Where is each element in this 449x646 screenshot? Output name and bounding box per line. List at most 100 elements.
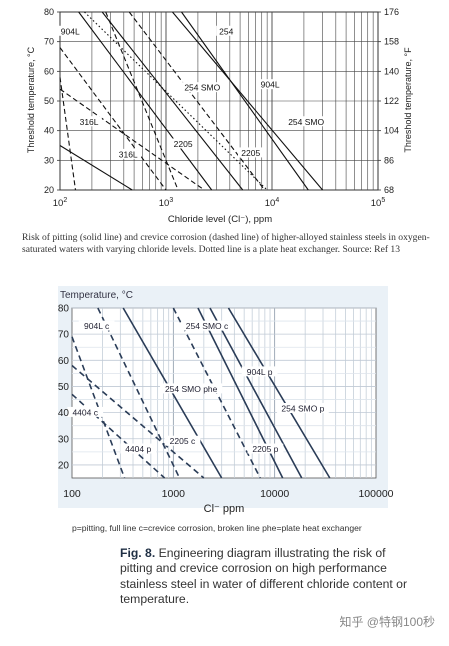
chart1-line-label-bg [57,25,84,36]
chart1-y-tick-label: 70 [44,37,54,47]
chart2-x-tick-label: 10000 [260,488,289,500]
chart2-line-label-bg [120,443,157,454]
chart2-y-ticks: 20 30 40 50 60 70 80 [58,304,70,472]
chart1-series-line [128,11,265,191]
chart1-x-tick-label: 103 [159,197,174,209]
chart1-series-line [59,145,133,191]
chart2-line-label: 904L c [84,321,110,331]
chart2-line-label-bg [164,435,201,446]
chart2-x-ticks: 100 1000 10000 100000 [63,488,393,500]
chart1-series-line [59,77,77,191]
chart2-line-label: 904L p [247,367,273,377]
chart1-series-line [101,11,244,191]
chart1-line-label-bg [170,138,196,149]
chart1-x-axis-label: Chloride level (Cl⁻), ppm [168,214,272,225]
chart1-y-tick-label: 20 [44,185,54,195]
chart2-line-label: 254 SMO c [186,321,229,331]
watermark: 知乎 @特钢100秒 [339,615,435,629]
chart1-line-label: 904L [261,80,280,90]
chart2-y-tick-label: 30 [58,434,70,445]
chart1-line-label-bg [76,116,102,127]
chart1-series-line [181,11,309,191]
chart1-y2-tick-label: 86 [384,155,394,165]
chart1-line-label: 254 [219,26,233,36]
figure-label: Fig. 8. [120,546,156,560]
chart1-line-label-bg [181,82,224,93]
chart2-y-tick-label: 40 [58,408,70,419]
chart2-line-labels: 904L c 254 SMO c 904L p 254 SMO phe 4404 c 25… [67,320,329,454]
chart2-line-label-bg [160,383,223,394]
chart2-x-tick-label: 100000 [358,488,393,500]
chart1-line-label-bg [257,79,283,90]
chart2-line-label: 4404 c [72,407,98,417]
chart2-line-label-bg [181,320,233,331]
chart2-y-tick-label: 50 [58,382,70,393]
chart1-y-ticks: 20 30 40 50 60 70 80 [44,7,60,195]
chart1-y2-tick-label: 158 [384,37,399,47]
chart1-y2-axis-label: Threshold temperature, °F [403,47,413,153]
chart1-y-tick-label: 80 [44,7,54,17]
figure-caption-text: Engineering diagram illustrating the ris… [120,546,408,607]
chart2-x-tick-label: 100 [63,488,81,500]
chart2-series-line [97,307,181,479]
chart2-y-tick-label: 20 [58,460,70,471]
chart1-line-label-bg [285,116,328,127]
chart-1: 904L 254 254 SMO 904L 254 SMO 316L 2205 316L 220… [26,7,413,225]
chart1-series [59,11,323,191]
chart2-line-label-bg [247,443,284,454]
chart1-series-line [59,47,167,191]
chart2-line-label: 4404 p [125,444,151,454]
chart1-y-tick-label: 30 [44,155,54,165]
chart1-series-line [84,11,268,191]
chart1-y2-ticks: 68 86 104 122 140 158 176 [378,7,399,195]
chart2-y-tick-label: 80 [58,304,70,315]
chart1-y2-tick-label: 68 [384,185,394,195]
chart1-caption: Risk of pitting (solid line) and crevice… [22,232,430,255]
chart2-y-axis-label: Temperature, °C [60,290,133,301]
chart2-x-tick-label: 1000 [162,488,186,500]
chart1-series-line [59,88,205,191]
chart2-legend-text: p=pitting, full line c=crevice corrosion… [72,523,362,533]
chart2-y-tick-label: 60 [58,356,70,367]
chart1-x-tick-label: 105 [371,197,386,209]
chart2-series-line [71,364,205,479]
chart-2: 904L c 254 SMO c 904L p 254 SMO phe 4404 c 25… [58,290,394,515]
figure-caption: Fig. 8. Engineering diagram illustrating… [120,546,420,608]
chart1-series-line [172,11,323,191]
chart1-y2-tick-label: 104 [384,126,399,136]
chart1-line-label: 316L [80,117,99,127]
chart1-line-label: 254 SMO [184,83,220,93]
chart2-series-line [209,307,303,479]
chart1-line-label: 254 SMO [288,117,324,127]
chart2-line-label: 2205 p [252,444,278,454]
chart1-line-label: 904L [61,26,80,36]
chart1-line-label-bg [115,148,142,159]
chart1-line-label-bg [216,25,237,36]
chart1-y2-tick-label: 176 [384,7,399,17]
chart1-x-tick-label: 104 [265,197,280,209]
chart2-series-line [227,307,331,479]
chart1-series-line [78,11,213,191]
chart1-line-labels: 904L 254 254 SMO 904L 254 SMO 316L 2205 316L 220… [57,25,328,159]
chart1-line-label-bg [237,147,264,158]
chart2-x-axis-label: Cl⁻ ppm [204,503,245,515]
chart2-line-label: 254 SMO p [281,404,324,414]
chart2-line-label-bg [277,403,329,413]
chart1-line-label: 2205 [174,139,193,149]
chart2-line-label: 254 SMO phe [165,384,218,394]
chart1-y-tick-label: 40 [44,126,54,136]
chart1-y2-tick-label: 122 [384,96,399,106]
chart2-line-label: 2205 c [170,436,196,446]
chart2-y-tick-label: 70 [58,330,70,341]
chart1-x-ticks: 102 103 104 105 [53,197,386,209]
chart1-line-label: 2205 [241,148,260,158]
chart1-x-tick-label: 102 [53,197,68,209]
chart2-line-label-bg [67,406,104,417]
chart2-line-label-bg [241,366,278,377]
chart2-line-label-bg [78,320,115,331]
chart1-y-tick-label: 60 [44,66,54,76]
chart1-y-tick-label: 50 [44,96,54,106]
chart1-line-label: 316L [119,149,138,159]
chart1-series-line [105,11,179,191]
chart1-y2-tick-label: 140 [384,66,399,76]
